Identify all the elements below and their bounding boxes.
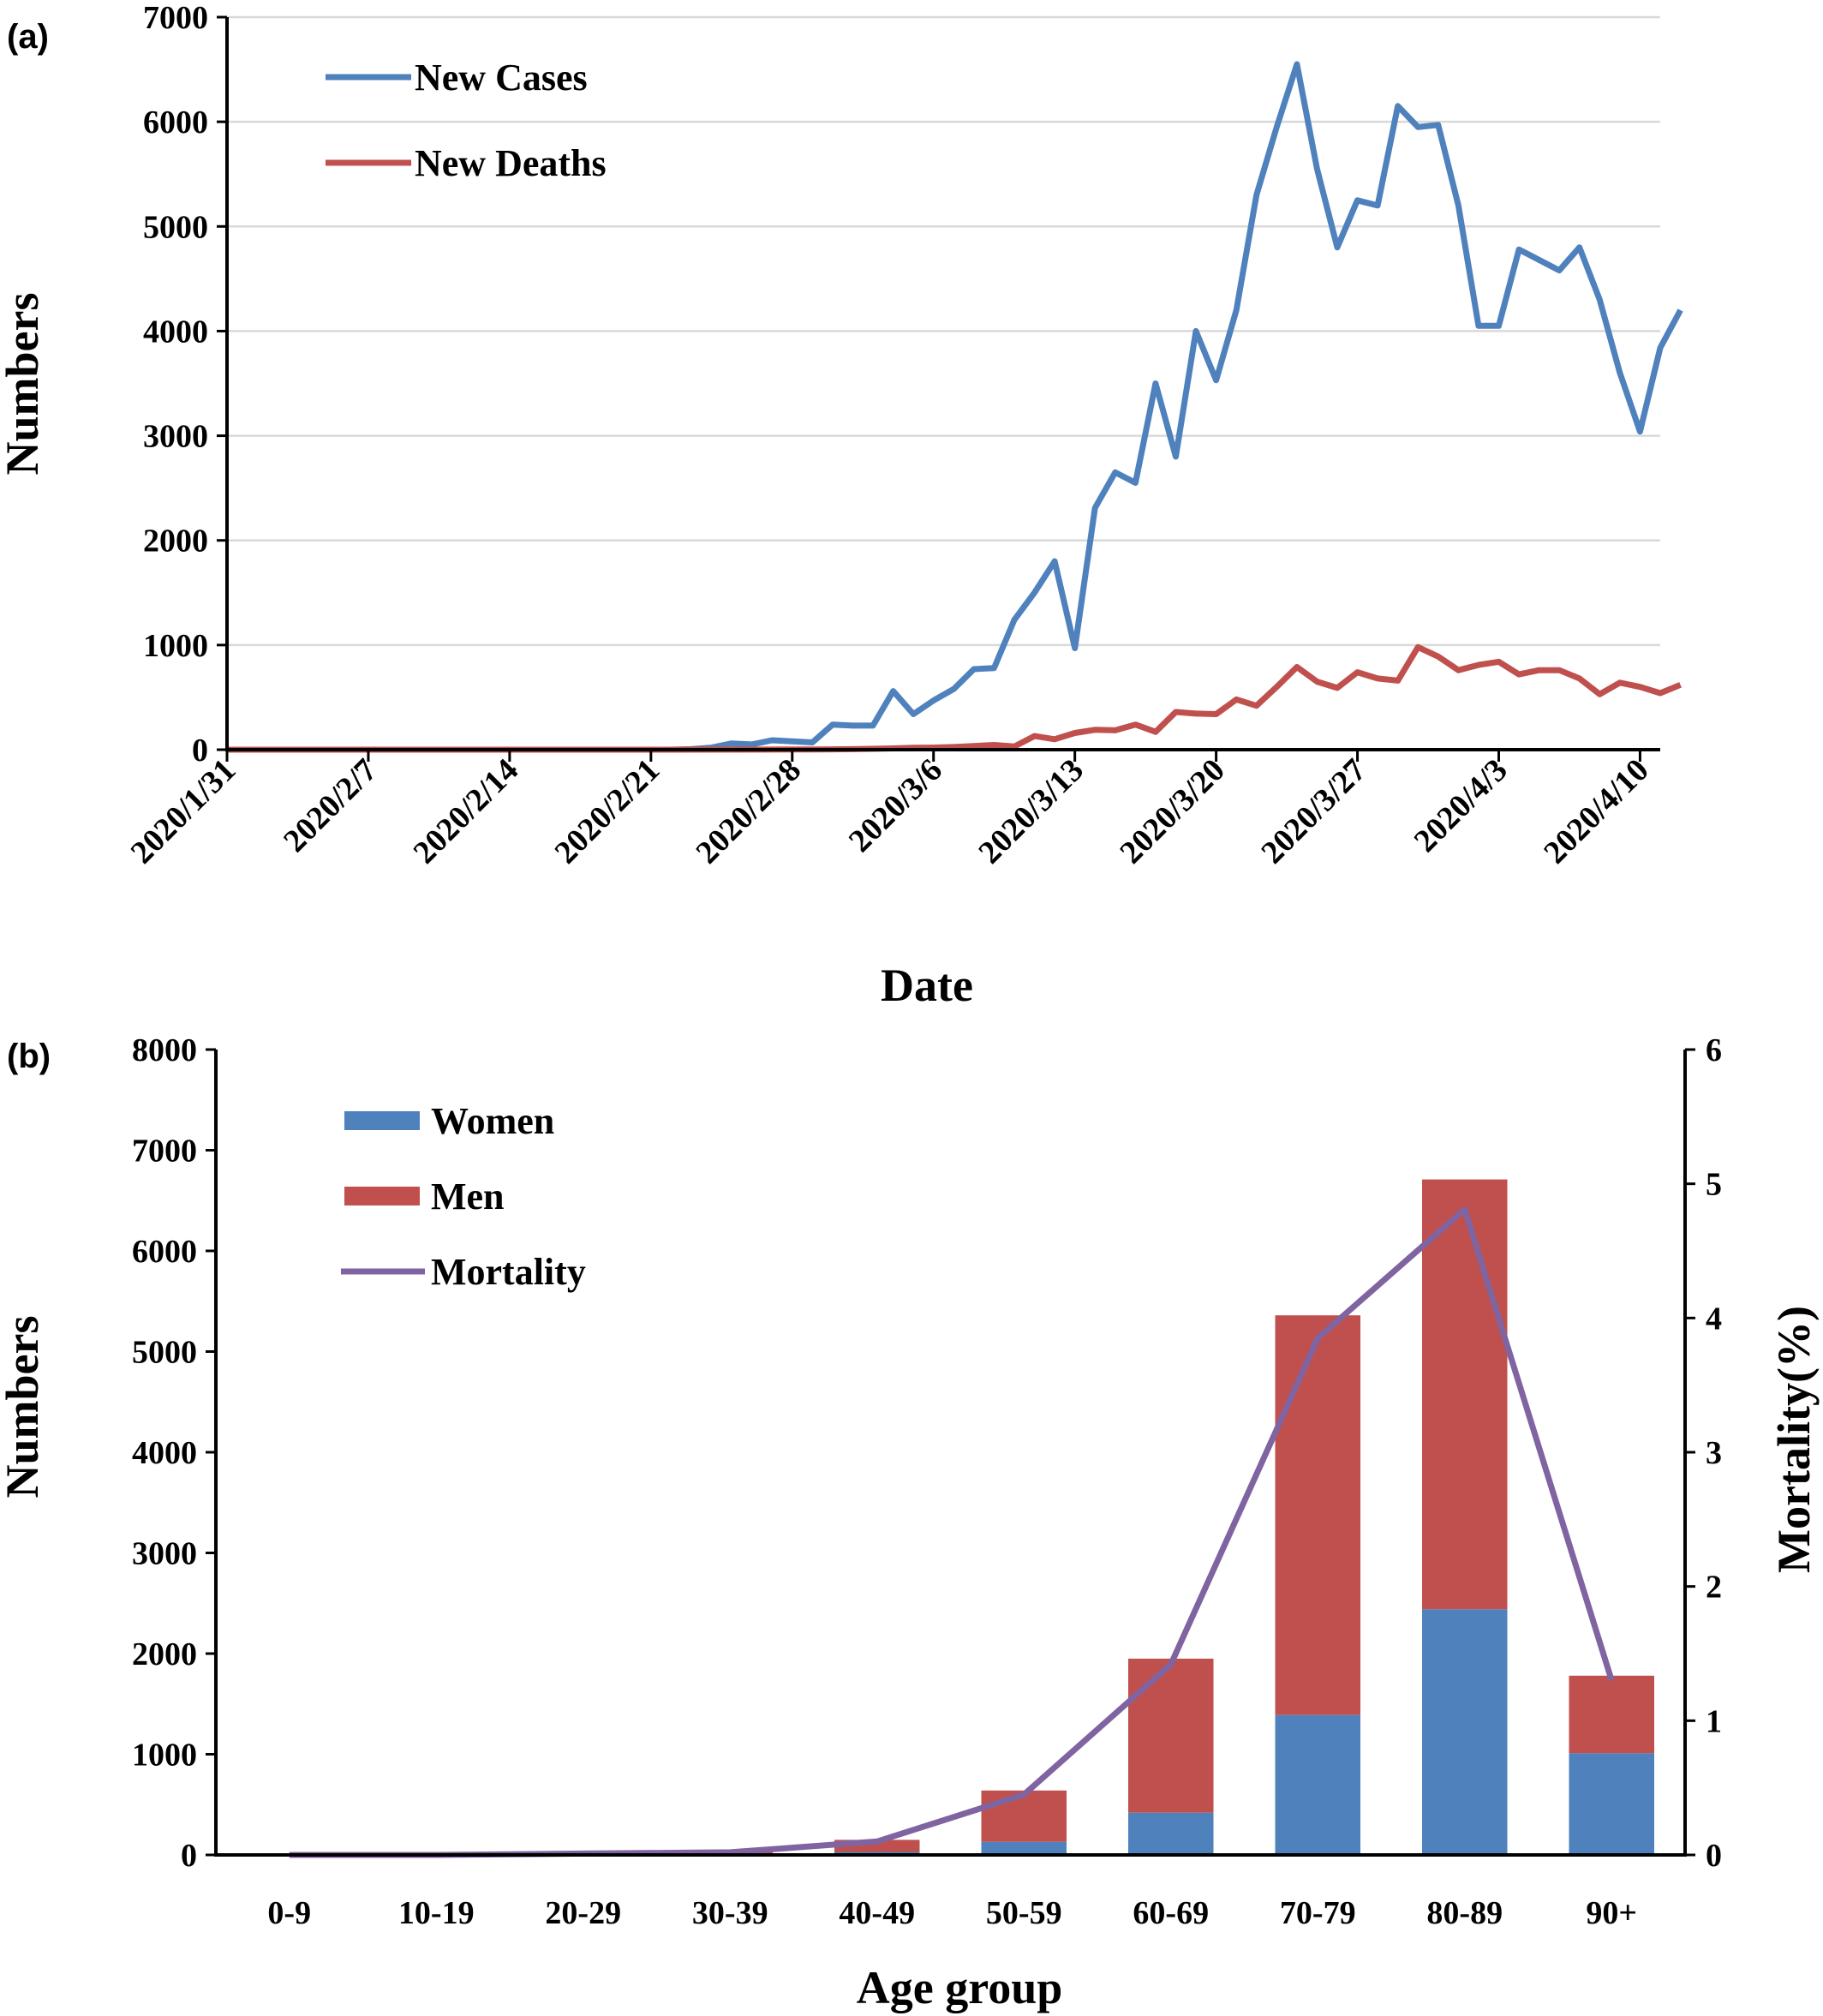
y2-tick-label-b-1: 1 [1706, 1703, 1722, 1739]
legend-swatch-men [344, 1187, 420, 1205]
y-tick-label-b-2: 2000 [132, 1636, 197, 1672]
legend-swatch-women [344, 1111, 420, 1130]
y-tick-label-a-6: 6000 [143, 105, 208, 141]
y-tick-label-b-4: 4000 [132, 1435, 197, 1471]
bar-men-80-89 [1422, 1179, 1508, 1610]
panel-b-left-tick-labels: 0 1000 2000 3000 4000 5000 6000 7000 8000 [132, 1032, 197, 1874]
panel-a-chart: (a) 0 1000 2000 3000 4000 5000 6000 7000 2020/1… [0, 0, 1683, 1011]
x-tick-label-b-60-69: 60-69 [1133, 1895, 1209, 1931]
x-tick-label-a-5: 2020/3/6 [842, 752, 949, 859]
y2-tick-label-b-4: 4 [1706, 1301, 1722, 1337]
bar-women-50-59 [981, 1841, 1067, 1855]
panel-b-legend: Women Men Mortality [341, 1100, 586, 1293]
panel-a-x-axis-title: Date [881, 960, 973, 1011]
legend-label-men: Men [431, 1176, 505, 1217]
x-tick-label-b-90+: 90+ [1586, 1895, 1637, 1931]
y-tick-label-a-0: 0 [192, 733, 208, 769]
x-tick-label-b-80-89: 80-89 [1426, 1895, 1503, 1931]
panel-b-mortality-line [289, 1205, 1615, 1858]
x-tick-label-b-50-59: 50-59 [986, 1895, 1062, 1931]
bar-women-90+ [1569, 1753, 1654, 1855]
legend-label-new-deaths: New Deaths [415, 142, 607, 184]
x-tick-label-a-8: 2020/3/27 [1254, 752, 1373, 871]
legend-label-mortality: Mortality [431, 1251, 586, 1293]
bar-men-90+ [1569, 1675, 1654, 1754]
series-line-mortality [289, 1205, 1615, 1858]
legend-label-women: Women [431, 1100, 554, 1142]
y-tick-label-a-2: 2000 [143, 523, 208, 559]
y-tick-label-b-6: 6000 [132, 1234, 197, 1270]
x-tick-label-a-10: 2020/4/10 [1537, 752, 1656, 871]
x-tick-label-b-40-49: 40-49 [839, 1895, 915, 1931]
y-tick-label-b-1: 1000 [132, 1738, 197, 1774]
panel-a-x-tick-labels: 2020/1/31 2020/2/7 2020/2/14 2020/2/21 2020/… [124, 752, 1656, 871]
y2-tick-label-b-5: 5 [1706, 1167, 1722, 1203]
x-tick-label-a-0: 2020/1/31 [124, 752, 243, 871]
bar-men-60-69 [1128, 1658, 1214, 1813]
panel-b-x-tick-labels: 0-9 10-19 20-29 30-39 40-49 50-59 60-69 70-79 80… [267, 1895, 1637, 1931]
x-tick-label-a-6: 2020/3/13 [971, 752, 1091, 871]
x-tick-label-a-3: 2020/2/21 [548, 752, 667, 871]
x-tick-label-b-0-9: 0-9 [267, 1895, 311, 1931]
x-tick-label-b-20-29: 20-29 [545, 1895, 621, 1931]
panel-a-gridlines [227, 15, 1660, 647]
x-tick-label-a-1: 2020/2/7 [277, 752, 384, 859]
bar-women-70-79 [1275, 1714, 1360, 1855]
bar-women-60-69 [1128, 1812, 1214, 1855]
panel-b-x-axis-title: Age group [857, 1962, 1063, 2013]
x-tick-label-a-9: 2020/4/3 [1408, 752, 1515, 859]
y-tick-label-a-1: 1000 [143, 628, 208, 664]
panel-a-y-tick-labels: 0 1000 2000 3000 4000 5000 6000 7000 [143, 0, 208, 769]
y-tick-label-b-0: 0 [181, 1838, 197, 1874]
panel-a-axes [217, 15, 1660, 762]
y-tick-label-b-8: 8000 [132, 1032, 197, 1068]
panel-a-y-axis-title: Numbers [0, 293, 48, 476]
y-tick-label-a-3: 3000 [143, 419, 208, 455]
y-tick-label-b-7: 7000 [132, 1134, 197, 1170]
y-tick-label-a-7: 7000 [143, 0, 208, 36]
panel-b-chart: (b) 0 1000 2000 3000 4000 5000 6000 7000 8000 0 1… [0, 1032, 1820, 2013]
y-tick-label-b-3: 3000 [132, 1536, 197, 1572]
panel-b-right-tick-labels: 0 1 2 3 4 5 6 [1706, 1032, 1722, 1874]
panel-b-axes [206, 1048, 1695, 1857]
y-tick-label-a-4: 4000 [143, 314, 208, 350]
bar-men-70-79 [1275, 1315, 1360, 1715]
x-tick-label-b-70-79: 70-79 [1280, 1895, 1356, 1931]
y2-tick-label-b-2: 2 [1706, 1570, 1722, 1606]
x-tick-label-a-4: 2020/2/28 [689, 752, 808, 871]
series-line-new-deaths [227, 643, 1682, 753]
y2-tick-label-b-6: 6 [1706, 1032, 1722, 1068]
panel-b-y2-axis-title: Mortality(%) [1768, 1306, 1820, 1573]
bar-men-50-59 [981, 1790, 1067, 1842]
bar-women-80-89 [1422, 1609, 1508, 1855]
y2-tick-label-b-0: 0 [1706, 1838, 1722, 1874]
y-tick-label-b-5: 5000 [132, 1335, 197, 1371]
panel-b-label: (b) [7, 1038, 51, 1075]
x-tick-label-a-7: 2020/3/20 [1113, 752, 1232, 871]
panel-a-label: (a) [7, 18, 49, 56]
y2-tick-label-b-3: 3 [1706, 1435, 1722, 1471]
panel-b-bars [393, 1179, 1654, 1855]
panel-a-legend: New Cases New Deaths [326, 57, 607, 184]
panel-b-y-axis-title: Numbers [0, 1316, 48, 1499]
x-tick-label-a-2: 2020/2/14 [407, 752, 526, 871]
y-tick-label-a-5: 5000 [143, 209, 208, 245]
legend-label-new-cases: New Cases [415, 57, 588, 99]
x-tick-label-b-10-19: 10-19 [398, 1895, 475, 1931]
x-tick-label-b-30-39: 30-39 [692, 1895, 768, 1931]
